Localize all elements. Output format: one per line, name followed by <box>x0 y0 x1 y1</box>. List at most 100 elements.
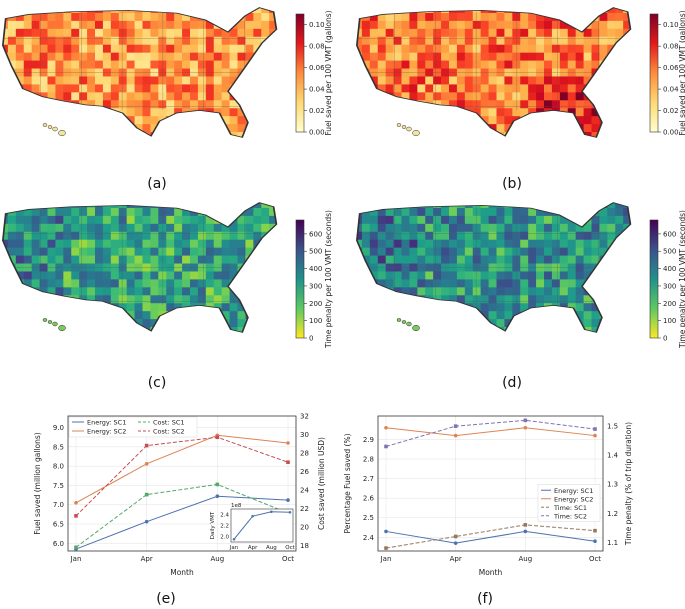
map-cell <box>166 295 175 304</box>
map-cell <box>95 60 104 69</box>
map-cell <box>95 255 104 264</box>
map-cell <box>361 303 371 312</box>
map-cell <box>71 303 80 312</box>
map-cell <box>2 271 9 280</box>
map-cell <box>197 247 207 256</box>
map-cell <box>356 76 363 85</box>
map-cell <box>142 84 151 93</box>
map-cell <box>559 92 569 101</box>
map-cell <box>174 60 183 69</box>
map-cell <box>15 28 25 38</box>
map-cell <box>496 271 505 280</box>
map-cell <box>393 100 402 109</box>
map-cell <box>95 311 104 320</box>
map-cell <box>504 28 513 38</box>
x-tick-label: Aug <box>518 555 532 563</box>
map-cell <box>528 36 537 46</box>
map-cell <box>174 327 183 333</box>
map-cell <box>150 303 159 312</box>
data-point <box>215 482 220 487</box>
map-cell <box>472 255 482 264</box>
map-cell <box>182 36 191 46</box>
map-cell <box>221 108 230 117</box>
map-cell <box>575 295 584 304</box>
map-cell <box>213 116 223 125</box>
x-tick-label: Apr <box>450 555 462 563</box>
map-cell <box>512 132 521 138</box>
map-cell <box>567 52 577 61</box>
map-cell <box>575 92 584 101</box>
map-cell <box>47 132 56 138</box>
map-cell <box>174 207 183 217</box>
inset-y-axis-label: Daily VMT <box>210 511 216 539</box>
map-cell <box>464 132 474 138</box>
map-cell <box>55 84 64 93</box>
map-cell <box>237 247 246 256</box>
map-cell <box>87 60 96 69</box>
map-cell <box>607 319 616 328</box>
map-cell <box>456 311 466 320</box>
map-cell <box>567 132 577 138</box>
map-cell <box>496 7 505 14</box>
map-cell <box>237 319 246 328</box>
map-cell <box>150 215 159 225</box>
map-cell <box>126 36 135 46</box>
map-cell <box>229 287 238 296</box>
map-cell <box>277 271 285 279</box>
map-cell <box>449 12 458 22</box>
map-cell <box>369 215 379 225</box>
map-cell <box>7 295 17 304</box>
map-cell <box>87 327 96 333</box>
map-cell <box>158 132 167 138</box>
map-cell <box>607 311 616 320</box>
map-cell <box>95 76 104 85</box>
map-cell <box>544 100 553 109</box>
map-cell <box>536 279 545 288</box>
map-cell <box>102 303 112 312</box>
map-cell <box>110 279 120 288</box>
map-cell <box>433 271 442 280</box>
map-cell <box>237 108 246 117</box>
map-cell <box>126 7 135 14</box>
map-cell <box>417 108 426 117</box>
map-cell <box>110 319 120 328</box>
map-cell <box>174 36 183 46</box>
map-cell <box>544 287 553 296</box>
map-cell <box>269 100 277 109</box>
map-cell <box>449 327 458 333</box>
map-cell <box>174 223 183 233</box>
map-cell <box>237 84 246 93</box>
map-cell <box>55 100 64 109</box>
map-cell <box>449 28 458 38</box>
map-cell <box>245 52 254 61</box>
map-cell <box>261 271 270 280</box>
map-cell <box>47 76 56 85</box>
map-cell <box>377 44 387 54</box>
map-cell <box>623 255 631 264</box>
map-cell <box>79 92 88 101</box>
map-cell <box>377 28 387 38</box>
map-cell <box>496 76 505 85</box>
map-cell <box>79 132 88 138</box>
map-cell <box>2 231 9 241</box>
map-cell <box>87 132 96 138</box>
map-cell <box>39 215 48 225</box>
map-cell <box>237 239 246 249</box>
map-cell <box>110 327 120 333</box>
map-cell <box>409 215 418 225</box>
map-cell <box>567 231 577 241</box>
map-cell <box>110 287 120 296</box>
map-cell <box>464 319 474 328</box>
map-cell <box>47 20 56 30</box>
map-cell <box>607 255 616 264</box>
map-cell <box>245 223 254 233</box>
map-cell <box>356 202 363 209</box>
charts-layer: 6.06.57.07.58.08.59.01820222426283032Jan… <box>33 413 633 608</box>
data-point <box>74 545 78 550</box>
map-cell <box>559 60 569 69</box>
map-cell <box>512 36 521 46</box>
map-cell <box>110 255 120 264</box>
map-cell <box>63 116 72 125</box>
map-cell <box>425 12 434 22</box>
map-cell <box>369 132 379 138</box>
